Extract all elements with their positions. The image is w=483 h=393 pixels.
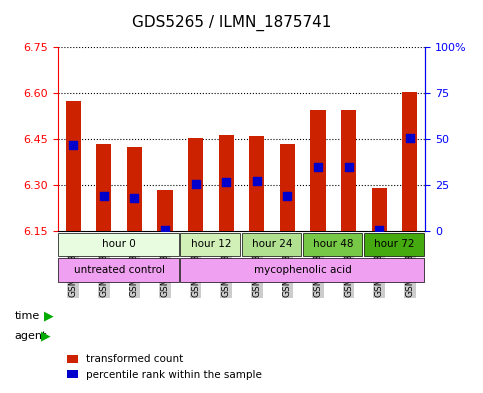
Text: untreated control: untreated control	[73, 265, 165, 275]
Bar	[249, 136, 265, 231]
Text: hour 24: hour 24	[252, 239, 292, 249]
Point	[222, 179, 230, 185]
Bar	[311, 110, 326, 231]
Bar	[127, 147, 142, 231]
Text: mycophenolic acid: mycophenolic acid	[254, 265, 352, 275]
Bar	[188, 138, 203, 231]
Text: hour 72: hour 72	[374, 239, 415, 249]
FancyBboxPatch shape	[58, 233, 179, 256]
Bar	[157, 190, 173, 231]
Point	[253, 178, 261, 184]
Point	[161, 227, 169, 233]
FancyBboxPatch shape	[58, 259, 179, 282]
FancyBboxPatch shape	[242, 233, 301, 256]
Text: time: time	[14, 311, 40, 321]
Bar	[402, 92, 417, 231]
Text: hour 12: hour 12	[191, 239, 231, 249]
Point	[375, 227, 383, 233]
FancyBboxPatch shape	[303, 233, 362, 256]
FancyBboxPatch shape	[364, 233, 424, 256]
Point	[130, 195, 138, 201]
Bar	[66, 101, 81, 231]
Point	[100, 193, 108, 199]
Point	[284, 193, 291, 199]
Bar	[280, 144, 295, 231]
Text: agent: agent	[14, 331, 47, 341]
Point	[192, 181, 199, 187]
Point	[345, 164, 353, 170]
Bar	[219, 135, 234, 231]
Text: GDS5265 / ILMN_1875741: GDS5265 / ILMN_1875741	[132, 15, 331, 31]
Text: hour 0: hour 0	[102, 239, 136, 249]
Bar	[341, 110, 356, 231]
Point	[70, 142, 77, 149]
Text: hour 48: hour 48	[313, 239, 354, 249]
FancyBboxPatch shape	[180, 259, 424, 282]
Legend: transformed count, percentile rank within the sample: transformed count, percentile rank withi…	[63, 350, 266, 384]
Bar	[96, 144, 112, 231]
Text: ▶: ▶	[41, 329, 51, 343]
FancyBboxPatch shape	[180, 233, 240, 256]
Text: ▶: ▶	[43, 310, 53, 323]
Bar	[371, 188, 387, 231]
Point	[314, 164, 322, 170]
Point	[406, 134, 413, 141]
